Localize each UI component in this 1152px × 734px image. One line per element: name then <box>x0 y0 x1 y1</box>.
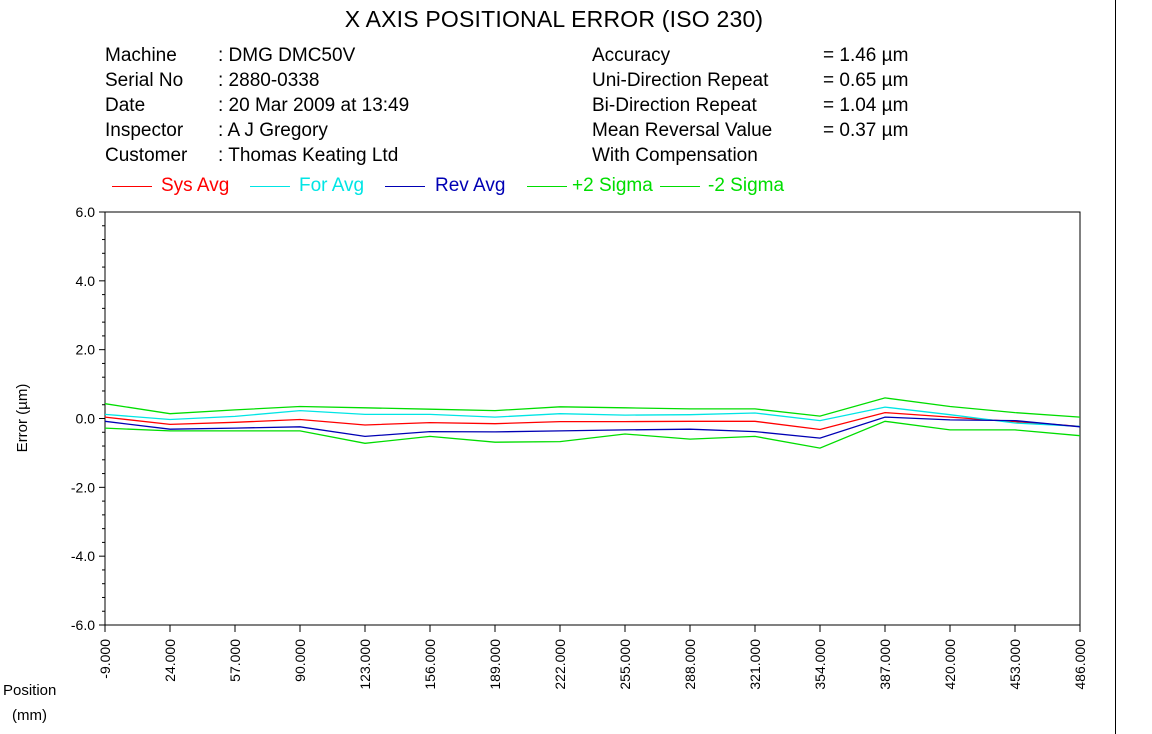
legend-swatch <box>385 186 425 187</box>
bi-repeat-row: Bi-Direction Repeat = 1.04 µm <box>592 93 908 118</box>
series-line-2 <box>104 416 1081 439</box>
result-value: = 0.37 µm <box>823 120 909 141</box>
serial-row: Serial No : 2880-0338 <box>105 68 409 93</box>
result-value: = 0.65 µm <box>823 70 909 91</box>
info-value: : DMG DMC50V <box>218 45 356 66</box>
legend-swatch <box>250 186 290 187</box>
x-tick-label: 288.000 <box>682 639 698 690</box>
info-key: Machine <box>105 45 177 66</box>
y-tick-label: -6.0 <box>71 617 95 633</box>
y-tick-label: 0.0 <box>76 411 96 427</box>
info-value: : Thomas Keating Ltd <box>218 145 399 166</box>
legend-label: Sys Avg <box>161 175 230 196</box>
series-line-4 <box>104 420 1081 449</box>
y-tick-label: -4.0 <box>71 548 95 564</box>
series-line-0 <box>104 411 1081 431</box>
reversal-row: Mean Reversal Value = 0.37 µm <box>592 118 908 143</box>
info-key: Serial No <box>105 70 184 91</box>
compensation-row: With Compensation <box>592 143 908 168</box>
x-axis: -9.000 24.000 57.000 90.000 123.000 156.000 18… <box>97 625 1088 690</box>
series-lines <box>104 397 1081 449</box>
x-axis-label-position: Position <box>3 682 57 699</box>
result-key: Mean Reversal Value <box>592 120 773 141</box>
info-key: Customer <box>105 145 188 166</box>
x-tick-label: 222.000 <box>552 639 568 690</box>
series-line-3 <box>104 397 1081 418</box>
x-tick-label: 156.000 <box>422 639 438 690</box>
info-key: Inspector <box>105 120 184 141</box>
y-axis-label: Error (µm) <box>14 384 31 453</box>
y-tick-label: -2.0 <box>71 479 95 495</box>
x-tick-label: 321.000 <box>747 639 763 690</box>
legend-swatch <box>527 186 567 187</box>
inspector-row: Inspector : A J Gregory <box>105 118 409 143</box>
legend-label: For Avg <box>299 175 365 196</box>
legend-label: -2 Sigma <box>708 175 785 196</box>
x-tick-label: 255.000 <box>617 639 633 690</box>
series-line-1 <box>104 406 1081 428</box>
result-key: Uni-Direction Repeat <box>592 70 769 91</box>
x-tick-label: 90.000 <box>292 639 308 682</box>
result-key: Accuracy <box>592 45 671 66</box>
legend-label: Rev Avg <box>435 175 506 196</box>
legend-label: +2 Sigma <box>572 175 653 196</box>
info-value: : 20 Mar 2009 at 13:49 <box>218 95 410 116</box>
x-tick-label: 486.000 <box>1072 639 1088 690</box>
info-key: Date <box>105 95 146 116</box>
x-tick-label: 123.000 <box>357 639 373 690</box>
date-row: Date : 20 Mar 2009 at 13:49 <box>105 93 409 118</box>
info-value: : A J Gregory <box>218 120 328 141</box>
x-tick-label: 24.000 <box>162 639 178 682</box>
x-axis-label-unit: (mm) <box>12 707 47 724</box>
x-tick-label: 453.000 <box>1007 639 1023 690</box>
result-key: With Compensation <box>592 145 758 166</box>
x-tick-label: -9.000 <box>97 639 113 679</box>
accuracy-row: Accuracy = 1.46 µm <box>592 43 908 68</box>
x-tick-label: 57.000 <box>227 639 243 682</box>
y-tick-label: 2.0 <box>76 342 96 358</box>
machine-info-block: Machine : DMG DMC50V Serial No : 2880-0338… <box>105 43 409 168</box>
x-tick-label: 420.000 <box>942 639 958 690</box>
uni-repeat-row: Uni-Direction Repeat = 0.65 µm <box>592 68 908 93</box>
x-tick-label: 189.000 <box>487 639 503 690</box>
y-tick-label: 6.0 <box>76 204 96 220</box>
result-key: Bi-Direction Repeat <box>592 95 757 116</box>
y-axis: 6.0 4.0 2.0 0.0 -2.0 -4.0 -6.0 <box>71 204 105 633</box>
plot-frame <box>104 211 1081 626</box>
machine-row: Machine : DMG DMC50V <box>105 43 409 68</box>
y-tick-label: 4.0 <box>76 273 96 289</box>
x-tick-label: 387.000 <box>877 639 893 690</box>
legend-swatch <box>660 186 700 187</box>
result-value: = 1.04 µm <box>823 95 909 116</box>
customer-row: Customer : Thomas Keating Ltd <box>105 143 409 168</box>
x-tick-label: 354.000 <box>812 639 828 690</box>
chart-title: X AXIS POSITIONAL ERROR (ISO 230) <box>344 6 764 32</box>
legend-swatch <box>112 186 152 187</box>
info-value: : 2880-0338 <box>218 70 320 91</box>
result-value: = 1.46 µm <box>823 45 909 66</box>
results-block: Accuracy = 1.46 µm Uni-Direction Repeat = … <box>592 43 908 168</box>
page-border <box>1115 0 1116 734</box>
